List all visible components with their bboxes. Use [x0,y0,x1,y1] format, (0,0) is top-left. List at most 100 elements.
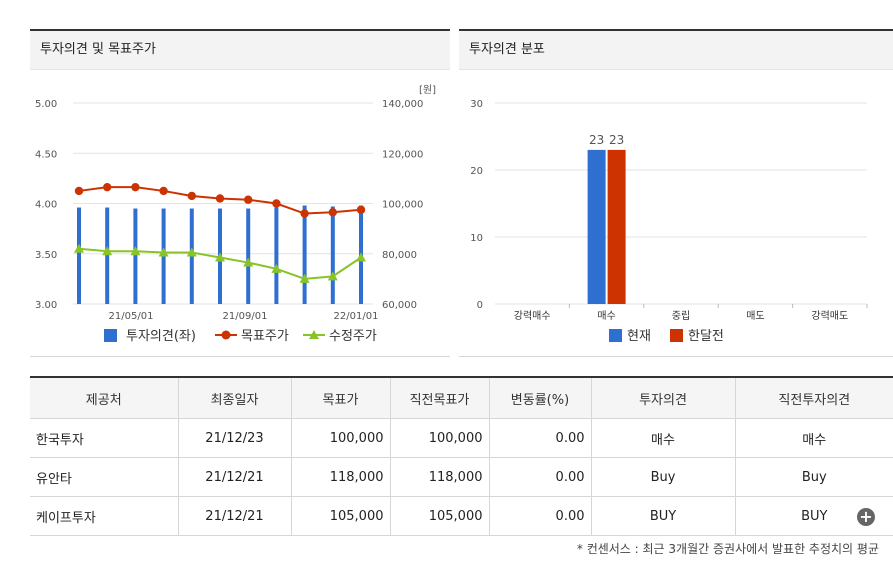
cell-target: 105,000 [290,496,390,536]
legend-label: 현재 [627,329,651,344]
cell-change: 0.00 [488,418,591,458]
opinion-target-title: 투자의견 및 목표주가 [30,31,450,70]
target-price-point [74,186,84,196]
header-last-date: 최종일자 [177,377,291,419]
target-price-point [328,208,337,217]
header-prev-opinion: 직전투자의견 [734,377,893,419]
cell-opinion: BUY [590,496,735,536]
legend-swatch [609,329,622,342]
x-tick-label: 매도 [746,310,764,322]
adjusted-price-point [327,271,338,281]
header-opinion: 투자의견 [590,377,735,419]
target-price-point [103,182,112,192]
y-tick-label: 0 [477,300,483,311]
cell-date: 21/12/21 [177,457,291,497]
distribution-bar [607,149,626,304]
y-tick-label: 30 [470,99,483,110]
opinion-distribution-title: 투자의견 분포 [459,31,893,70]
opinion-bar [302,205,307,304]
y-left-tick-label: 5.00 [35,99,57,110]
legend-swatch [670,329,683,342]
adjusted-price-point [299,273,310,283]
y-tick-label: 20 [470,166,483,177]
cell-provider[interactable]: 케이프투자 [30,496,178,536]
cell-date: 21/12/21 [177,496,291,536]
adjusted-price-point [271,263,282,273]
cell-date: 21/12/23 [177,418,291,458]
y-right-tick-label: 120,000 [382,149,423,160]
y-left-tick-label: 4.00 [35,200,57,211]
cell-opinion: 매수 [590,418,735,458]
cell-prev-opinion: 매수 [734,418,893,458]
x-tick-label: 21/09/01 [223,311,268,322]
opinion-bar [274,207,279,304]
cell-opinion: Buy [590,457,735,497]
cell-change: 0.00 [488,457,591,497]
target-price-point [159,186,168,196]
consensus-footnote: * 컨센서스 : 최근 3개월간 증권사에서 발표한 추정치의 평균 [576,542,879,556]
target-price-point [131,182,140,192]
bar-value-label: 23 [589,133,604,147]
adjusted-price-point [158,247,169,257]
adjusted-price-point [186,247,197,257]
adjusted-price-point [74,243,84,253]
y-right-tick-label: 100,000 [382,200,423,211]
cell-target: 118,000 [290,457,390,497]
plus-circle-icon[interactable]: + [857,508,875,526]
cell-prev-target: 105,000 [389,496,489,536]
header-prev-target-price: 직전목표가 [389,377,489,419]
target-price-point [300,209,309,218]
x-tick-label: 매수 [597,310,615,322]
opinion-target-panel: 투자의견 및 목표주가 5.00 4.50 4.00 3.50 3.00 140,000 1… [30,29,450,357]
legend-label: 목표주가 [241,329,289,344]
y-left-tick-label: 4.50 [35,149,57,160]
cell-change: 0.00 [488,496,591,536]
cell-prev-target: 100,000 [389,418,489,458]
cell-target: 100,000 [290,418,390,458]
x-tick-label: 21/05/01 [109,311,154,322]
opinion-bar [246,208,251,304]
table-row: 한국투자 21/12/23 100,000 100,000 0.00 매수 매수 [30,418,893,458]
table-row: 케이프투자 21/12/21 105,000 105,000 0.00 BUY … [30,496,893,536]
x-tick-label: 강력매도 [811,310,848,322]
adjusted-price-point [102,246,113,256]
bar-value-label: 23 [609,133,624,147]
legend-label: 한달전 [688,329,724,344]
x-tick-label: 강력매수 [514,310,551,322]
target-price-point [272,199,281,208]
target-price-point [356,205,366,214]
y-right-tick-label: 140,000 [382,99,423,110]
opinion-bar [105,207,110,304]
y-left-tick-label: 3.00 [35,300,57,311]
header-change-rate: 변동률(%) [488,377,591,419]
cell-provider[interactable]: 한국투자 [30,418,178,458]
opinion-distribution-chart: 30 20 10 0 강력매수 매수 중립 매도 강력매도 23 23 현재 한달전 [470,99,868,344]
y-right-tick-label: 80,000 [382,250,417,261]
y-left-tick-label: 3.50 [35,250,57,261]
adjusted-price-point [215,252,225,262]
consensus-table: 제공처 최종일자 목표가 직전목표가 변동률(%) 투자의견 직전투자의견 한국… [30,376,893,536]
header-provider: 제공처 [30,377,178,419]
opinion-distribution-panel: 투자의견 분포 30 20 10 0 강력매수 매수 중립 매도 강력매도 23 23 현재 한달전 [459,29,893,357]
x-tick-label: 22/01/01 [334,311,379,322]
adjusted-price-point [356,252,366,262]
opinion-target-chart: 5.00 4.50 4.00 3.50 3.00 140,000 120,000 100,00… [35,84,436,344]
cell-prev-opinion: Buy [734,457,893,497]
table-header-row: 제공처 최종일자 목표가 직전목표가 변동률(%) 투자의견 직전투자의견 [30,377,893,419]
cell-prev-target: 118,000 [389,457,489,497]
x-tick-label: 중립 [672,309,690,322]
cell-provider[interactable]: 유안타 [30,457,178,497]
legend-marker-target [221,330,231,340]
opinion-bar [133,208,138,304]
y-tick-label: 10 [470,233,483,244]
adjusted-price-point [130,246,141,256]
adjusted-price-point [243,257,254,267]
distribution-bar [587,149,606,304]
header-target-price: 목표가 [290,377,390,419]
target-price-point [244,195,253,204]
y-right-tick-label: 60,000 [382,300,417,311]
legend-label: 투자의견(좌) [126,329,196,344]
legend-swatch-opinion [104,329,117,342]
legend-marker-adjusted [309,330,319,339]
target-price-point [215,194,225,203]
